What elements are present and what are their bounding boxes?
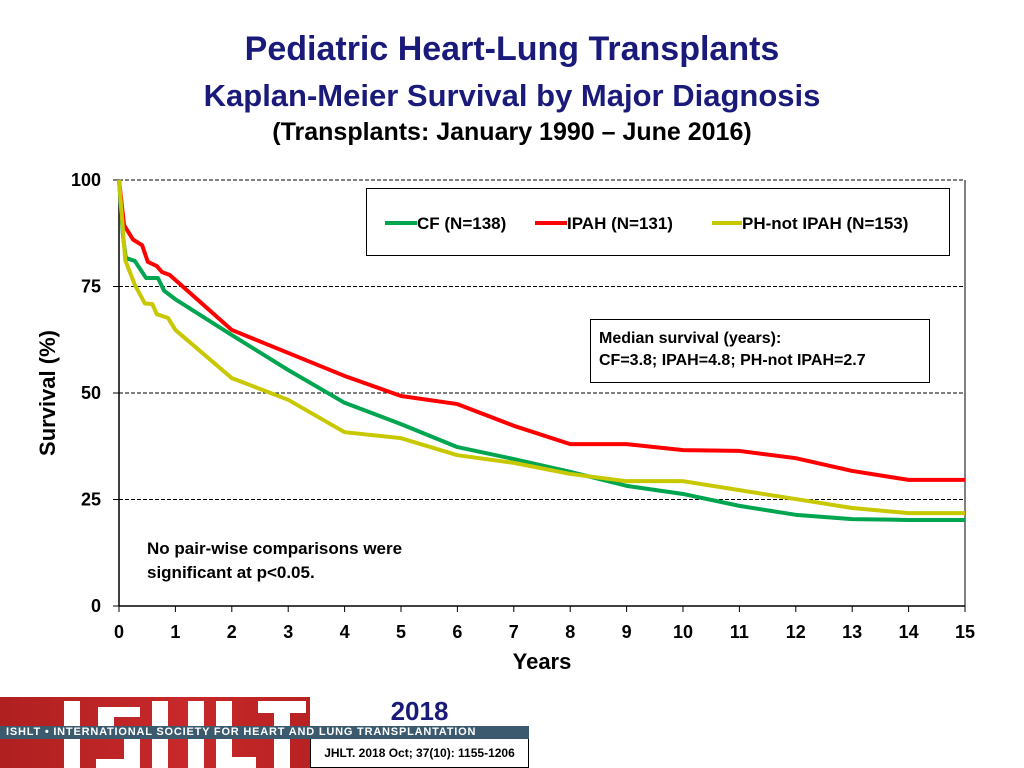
median-title: Median survival (years): — [599, 330, 782, 347]
note-line-2: significant at p<0.05. — [147, 563, 315, 582]
median-values: CF=3.8; IPAH=4.8; PH-not IPAH=2.7 — [599, 352, 866, 369]
x-tick-label: 14 — [899, 622, 919, 642]
x-tick-label: 12 — [786, 622, 806, 642]
x-tick-label: 8 — [565, 622, 575, 642]
chart-title: Pediatric Heart-Lung Transplants — [244, 30, 780, 68]
x-tick-label: 0 — [114, 622, 124, 642]
x-tick-label: 6 — [452, 622, 462, 642]
median-survival-box: Median survival (years): CF=3.8; IPAH=4.… — [590, 319, 930, 383]
y-tick-label: 25 — [81, 490, 101, 510]
note-line-1: No pair-wise comparisons were — [147, 539, 403, 558]
x-tick-label: 13 — [842, 622, 862, 642]
legend: CF (N=138) IPAH (N=131) PH-not IPAH (N=153… — [366, 188, 950, 256]
ishlt-footer: 2018 ISHLT • INTERNATIONAL SOCIETY FOR H… — [0, 697, 529, 768]
y-tick-label: 50 — [81, 383, 101, 403]
y-tick-label: 75 — [81, 277, 101, 297]
legend-label: PH-not IPAH (N=153) — [742, 214, 908, 233]
y-axis-label: Survival (%) — [35, 330, 60, 456]
x-tick-label: 7 — [509, 622, 519, 642]
x-tick-label: 4 — [340, 622, 350, 642]
series-line-ipah — [117, 179, 965, 482]
footer-year: 2018 — [390, 696, 449, 726]
x-tick-label: 11 — [730, 622, 749, 642]
legend-label: CF (N=138) — [417, 214, 506, 233]
series-line-cf — [117, 179, 965, 522]
x-tick-label: 10 — [673, 622, 693, 642]
chart-subtitle-period: (Transplants: January 1990 – June 2016) — [272, 118, 752, 146]
x-tick-label: 15 — [955, 622, 975, 642]
significance-note: No pair-wise comparisons were significan… — [147, 537, 402, 585]
y-tick-label: 100 — [71, 170, 101, 190]
x-tick-label: 1 — [170, 622, 180, 642]
logo-letter-s — [96, 707, 140, 768]
chart-subtitle: Kaplan-Meier Survival by Major Diagnosis — [203, 78, 821, 113]
society-band: ISHLT • INTERNATIONAL SOCIETY FOR HEART … — [0, 726, 529, 739]
x-tick-label: 5 — [396, 622, 406, 642]
x-axis-label: Years — [513, 649, 572, 674]
citation: JHLT. 2018 Oct; 37(10): 1155-1206 — [310, 739, 529, 768]
x-tick-label: 2 — [227, 622, 237, 642]
logo-letter-l — [216, 701, 256, 768]
series-line-ph-not — [117, 179, 965, 516]
legend-label: IPAH (N=131) — [567, 214, 673, 233]
y-tick-label: 0 — [91, 596, 101, 616]
x-tick-label: 3 — [283, 622, 293, 642]
x-tick-label: 9 — [622, 622, 632, 642]
